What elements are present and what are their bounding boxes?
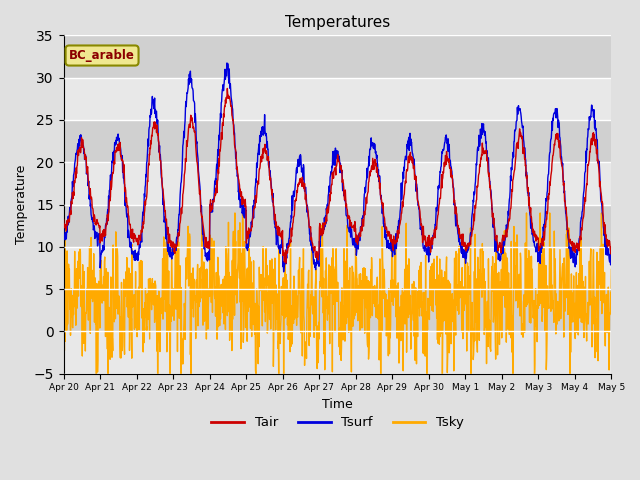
Bar [63,289,611,331]
Bar [63,247,611,289]
Bar [63,120,611,162]
Bar [63,204,611,247]
Bar [63,162,611,204]
Y-axis label: Temperature: Temperature [15,165,28,244]
X-axis label: Time: Time [322,398,353,411]
Title: Temperatures: Temperatures [285,15,390,30]
Bar [63,78,611,120]
Text: BC_arable: BC_arable [69,49,135,62]
Legend: Tair, Tsurf, Tsky: Tair, Tsurf, Tsky [206,411,469,435]
Bar [63,36,611,78]
Bar [63,331,611,373]
